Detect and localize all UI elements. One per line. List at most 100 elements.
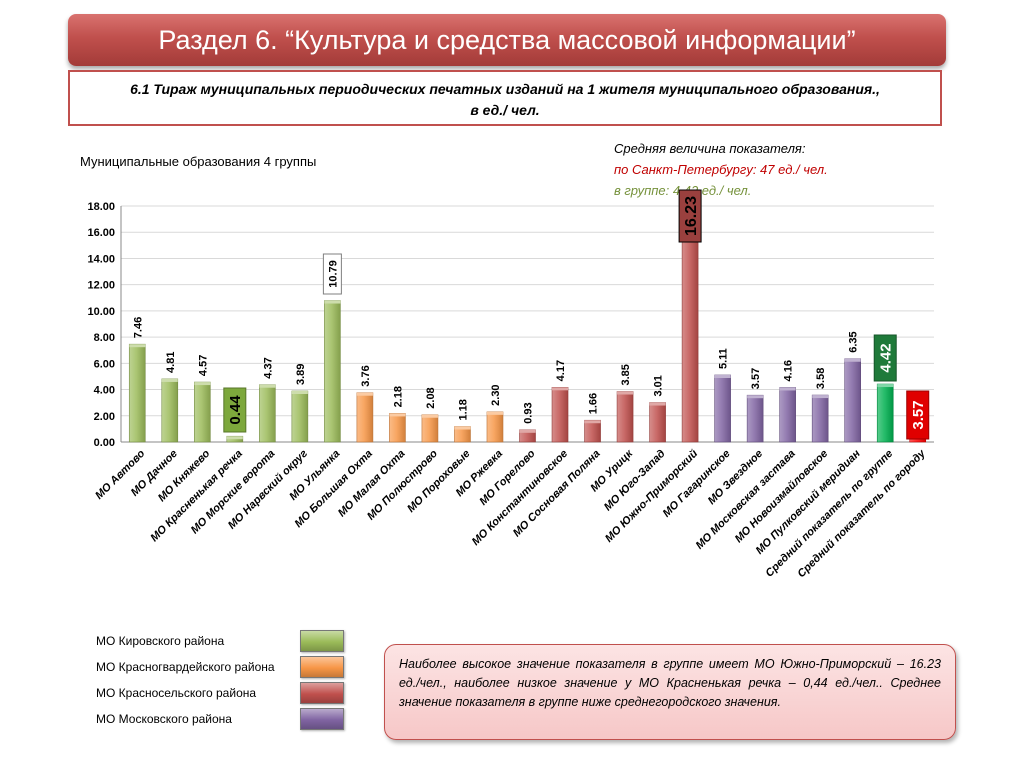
- bar: [746, 394, 764, 443]
- bar-top: [161, 378, 178, 382]
- bar-top: [129, 344, 146, 348]
- legend-item-kirovsky: МО Кировского района: [96, 630, 356, 654]
- value-label: 5.11: [718, 348, 730, 369]
- bar: [324, 300, 341, 443]
- value-label: 4.42: [878, 343, 895, 372]
- value-label-box: [678, 189, 702, 243]
- value-label-box: [873, 334, 897, 382]
- averages-title: Средняя величина показателя:: [614, 141, 806, 156]
- value-label: 6.35: [848, 331, 860, 352]
- value-label: 0.93: [523, 402, 535, 423]
- bar-top: [649, 402, 666, 406]
- bar-top: [714, 375, 731, 379]
- value-label: 2.30: [490, 384, 502, 405]
- bar: [681, 228, 699, 443]
- bar: [714, 374, 731, 443]
- value-label-box: [906, 390, 930, 440]
- bar: [291, 390, 309, 443]
- legend-label: МО Красногвардейского района: [96, 660, 275, 674]
- group-label: Муниципальные образования 4 группы: [80, 154, 317, 169]
- value-label: 0.44: [227, 395, 244, 425]
- bar-top: [291, 390, 308, 394]
- bar: [259, 384, 276, 443]
- subtitle-text: Тираж муниципальных периодических печатн…: [149, 81, 880, 97]
- bar-top: [617, 391, 634, 395]
- y-tick-label: 2.00: [94, 411, 115, 423]
- y-tick-label: 6.00: [94, 358, 115, 370]
- y-tick-label: 14.00: [87, 253, 115, 265]
- bar: [584, 419, 601, 443]
- bar-top: [324, 300, 341, 304]
- legend-swatch-purple: [300, 708, 344, 730]
- subtitle-number: 6.1: [130, 81, 150, 97]
- bar-top: [389, 413, 406, 417]
- bar-chart: 0.00 2.00 4.00 6.00 8.00 10.00 12.00 14.00 16.00…: [87, 189, 934, 580]
- value-label: 3.57: [750, 368, 762, 389]
- y-tick-label: 8.00: [94, 332, 115, 344]
- value-label-box: [223, 387, 247, 433]
- bar: [616, 391, 634, 443]
- value-label: 3.76: [360, 365, 372, 386]
- bar-top: [584, 420, 601, 424]
- summary-note: Наиболее высокое значение показателя в г…: [384, 644, 956, 740]
- bar-top: [877, 384, 894, 388]
- value-label: 10.79: [327, 260, 339, 288]
- bar-top: [454, 426, 471, 430]
- value-label: 3.01: [653, 375, 665, 396]
- value-label: 3.89: [295, 364, 307, 385]
- legend-item-moskovsky: МО Московского района: [96, 708, 356, 732]
- bar: [844, 358, 862, 443]
- bar-top: [421, 414, 438, 418]
- bar: [486, 411, 504, 443]
- bar-top: [486, 411, 503, 415]
- y-tick-label: 18.00: [87, 201, 115, 213]
- value-label: 1.18: [457, 399, 469, 420]
- legend-item-krasnogvardeysky: МО Красногвардейского района: [96, 656, 356, 680]
- value-label: 2.08: [425, 387, 437, 408]
- legend-swatch-green: [300, 630, 344, 652]
- value-label: 7.46: [132, 317, 144, 338]
- bar: [128, 343, 146, 443]
- average-city: по Санкт-Петербургу: 47 ед./ чел.: [614, 162, 828, 177]
- bar: [551, 387, 569, 443]
- value-label: 4.81: [165, 352, 177, 373]
- value-label: 4.17: [555, 360, 567, 381]
- bar-top: [259, 384, 276, 388]
- value-label: 2.18: [392, 386, 404, 407]
- value-label: 4.57: [197, 355, 209, 376]
- legend-label: МО Кировского района: [96, 634, 225, 648]
- bar-top: [519, 429, 536, 433]
- legend-swatch-orange: [300, 656, 344, 678]
- bar-top: [356, 392, 373, 396]
- bar-top: [226, 436, 243, 440]
- bar: [194, 381, 211, 443]
- chart-subtitle: 6.1 Тираж муниципальных периодических пе…: [68, 70, 942, 126]
- bar: [649, 402, 666, 443]
- legend-item-krasnoselsky: МО Красносельского района: [96, 682, 356, 706]
- bar-top: [812, 395, 829, 399]
- y-tick-label: 4.00: [94, 385, 115, 397]
- value-label: 4.16: [783, 360, 795, 381]
- y-tick-label: 0.00: [94, 437, 115, 449]
- legend-label: МО Московского района: [96, 712, 232, 726]
- value-label-box: [322, 253, 342, 295]
- bar-top: [552, 387, 569, 391]
- value-label: 16.23: [683, 196, 700, 236]
- bar: [811, 394, 829, 443]
- bar: [389, 413, 406, 443]
- bar: [161, 378, 179, 443]
- slide-title: Раздел 6. “Культура и средства массовой …: [68, 14, 946, 66]
- value-label: 4.37: [262, 357, 274, 378]
- y-tick-label: 12.00: [87, 280, 115, 292]
- legend-swatch-red: [300, 682, 344, 704]
- y-tick-label: 10.00: [87, 306, 115, 318]
- bar-top: [779, 387, 796, 391]
- value-label: 3.58: [815, 368, 827, 389]
- bar-top: [194, 382, 211, 386]
- legend-label: МО Красносельского района: [96, 686, 257, 700]
- bar: [876, 383, 894, 443]
- value-label: 3.57: [910, 400, 927, 429]
- bar-top: [747, 395, 764, 399]
- subtitle-unit: в ед./ чел.: [470, 102, 540, 118]
- bar-top: [844, 358, 861, 362]
